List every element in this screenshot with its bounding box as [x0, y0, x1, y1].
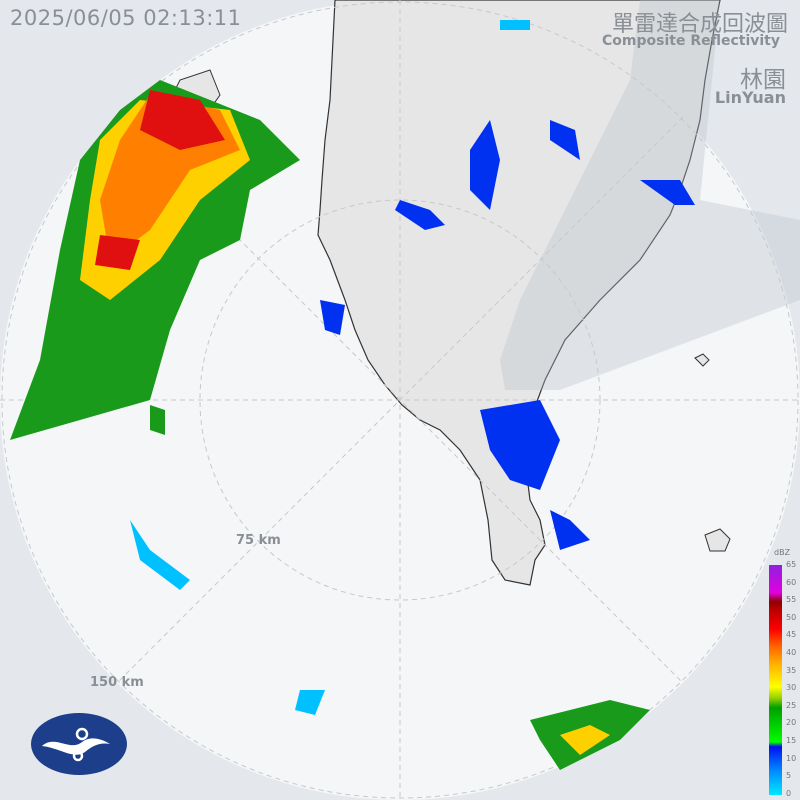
- dbz-legend: dBZ 65 60 55 50 45 40 35 30 25 20 15 10 5 0: [768, 548, 800, 800]
- mountain-shadow: [480, 0, 800, 390]
- cwa-logo-icon: [31, 713, 127, 775]
- legend-tick: 55: [786, 595, 797, 605]
- legend-tick: 20: [786, 718, 797, 728]
- legend-tick: 60: [786, 577, 797, 587]
- legend-tick: 5: [786, 771, 792, 781]
- legend-tick: 15: [786, 736, 797, 745]
- radar-echoes: [10, 20, 695, 770]
- ring-label-75km: 75 km: [236, 533, 281, 548]
- legend-tick: 40: [786, 648, 797, 657]
- product-title-zh: 單雷達合成回波圖: [611, 12, 788, 37]
- product-title-en: Composite Reflectivity: [602, 33, 780, 49]
- legend-tick: 50: [786, 612, 797, 622]
- ring-label-150km: 150 km: [90, 675, 144, 690]
- legend-unit: dBZ: [774, 548, 791, 557]
- timestamp: 2025/06/05 02:13:11: [10, 6, 242, 30]
- legend-tick: 35: [786, 665, 797, 675]
- legend-color-bar: [769, 565, 782, 795]
- station-name-en: LinYuan: [714, 88, 786, 107]
- legend-tick: 30: [786, 683, 797, 693]
- lanyu-island: [704, 528, 731, 552]
- legend-tick: 25: [786, 700, 797, 710]
- ludao-island: [694, 353, 710, 367]
- legend-tick: 45: [786, 630, 797, 640]
- legend-tick: 10: [786, 753, 797, 763]
- legend-tick: 65: [786, 560, 797, 569]
- legend-tick: 0: [786, 788, 792, 798]
- station-name-zh: 林園: [740, 67, 786, 93]
